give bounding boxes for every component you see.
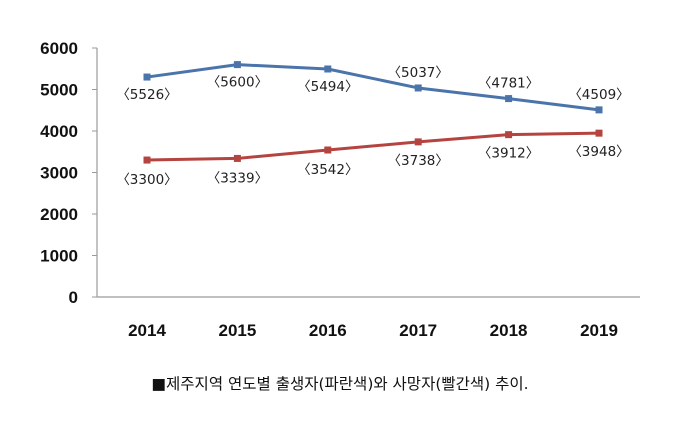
series-2-point xyxy=(324,146,332,154)
x-tick-label: 2017 xyxy=(399,321,437,340)
y-tick-label: 2000 xyxy=(40,205,78,224)
series-2-point xyxy=(414,138,422,146)
series-2-data-label: 〈3912〉 xyxy=(478,146,539,162)
series-2-point xyxy=(233,154,241,162)
series-2-point xyxy=(505,131,513,139)
y-tick-label: 6000 xyxy=(40,39,78,58)
series-2-data-label: 〈3300〉 xyxy=(116,172,177,188)
x-tick-label: 2016 xyxy=(309,321,347,340)
series-1-point xyxy=(143,73,151,81)
y-tick-label: 5000 xyxy=(40,81,78,100)
x-tick-label: 2015 xyxy=(218,321,256,340)
x-tick-label: 2014 xyxy=(128,321,166,340)
y-tick-label: 1000 xyxy=(40,247,78,266)
x-axis-ticks: 2014 2015 2016 2017 2018 2019 xyxy=(128,321,618,340)
series-2-data-label: 〈3339〉 xyxy=(207,170,268,186)
y-tick-label: 0 xyxy=(69,288,78,307)
series-1-point xyxy=(505,95,513,103)
series-2-line xyxy=(146,131,600,162)
x-tick-label: 2018 xyxy=(490,321,528,340)
series-2-data-label: 〈3542〉 xyxy=(297,162,358,178)
series-1-point xyxy=(414,84,422,92)
series-2-point xyxy=(595,129,603,137)
series-1-line xyxy=(146,63,600,112)
y-tick-label: 4000 xyxy=(40,122,78,141)
axes xyxy=(96,48,640,298)
series-2-data-label: 〈3948〉 xyxy=(568,144,629,160)
data-labels: 〈5526〉 〈5600〉 〈5494〉 〈5037〉〈4781〉〈4509〉〈330… xyxy=(116,65,629,188)
series-lines xyxy=(143,61,603,164)
series-1-data-label: 〈5600〉 xyxy=(207,75,268,91)
series-1-point xyxy=(324,65,332,73)
y-tick-label: 3000 xyxy=(40,164,78,183)
x-tick-label: 2019 xyxy=(580,321,618,340)
series-1-point xyxy=(233,61,241,69)
series-1-data-label: 〈4509〉 xyxy=(568,87,629,103)
series-1-data-label: 〈4781〉 xyxy=(478,76,539,92)
series-1-point xyxy=(595,106,603,114)
series-1-data-label: 〈5526〉 xyxy=(116,87,177,103)
series-1-data-label: 〈5494〉 xyxy=(297,79,358,95)
series-1-data-label: 〈5037〉 xyxy=(388,65,449,81)
y-axis-ticks: 0 1000 2000 3000 4000 5000 6000 xyxy=(40,39,97,307)
series-2-data-label: 〈3738〉 xyxy=(388,153,449,169)
chart-caption: ■제주지역 연도별 출생자(파란색)와 사망자(빨간색) 추이. xyxy=(151,375,529,393)
series-2-point xyxy=(143,156,151,164)
